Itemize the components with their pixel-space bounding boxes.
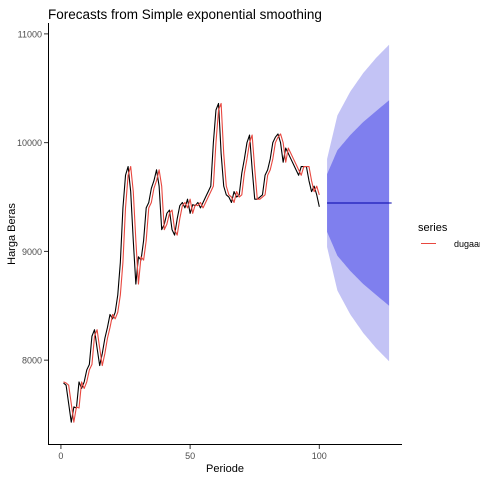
y-tick-label: 11000 (18, 29, 42, 39)
y-tick-label: 9000 (22, 247, 42, 257)
y-axis-ticks: 8000 9000 10000 11000 (17, 29, 48, 366)
x-axis-label: Periode (206, 463, 244, 475)
plot-area (63, 44, 392, 423)
x-axis-ticks: 0 50 100 (58, 445, 327, 461)
chart-title: Forecasts from Simple exponential smooth… (48, 7, 322, 22)
x-tick-label: 50 (185, 451, 195, 461)
y-axis-label: Harga Beras (6, 203, 18, 265)
y-tick-label: 10000 (17, 138, 42, 148)
legend-title: series (418, 222, 448, 234)
y-tick-label: 8000 (22, 356, 42, 366)
x-tick-label: 0 (58, 451, 63, 461)
legend-label-dugaan: dugaan (454, 239, 480, 249)
legend: series dugaan (418, 222, 480, 249)
x-tick-label: 100 (312, 451, 327, 461)
series-line-dugaan (63, 102, 320, 423)
